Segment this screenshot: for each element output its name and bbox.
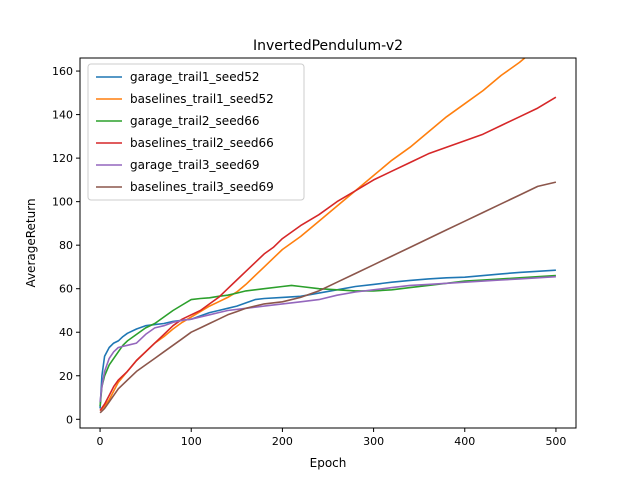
- y-tick-label: 0: [66, 413, 73, 426]
- x-tick-label: 300: [363, 435, 384, 448]
- y-tick-label: 60: [59, 283, 73, 296]
- y-tick-label: 100: [52, 196, 73, 209]
- x-tick-label: 400: [454, 435, 475, 448]
- y-axis: 0 20 40 60 80 100 120 140 160: [52, 65, 80, 426]
- legend-label: garage_trail2_seed66: [130, 114, 259, 128]
- series-line: [99, 181, 557, 414]
- y-tick-label: 140: [52, 109, 73, 122]
- series-layer: [99, 58, 557, 414]
- legend: garage_trail1_seed52 baselines_trail1_see…: [87, 63, 305, 201]
- series-line: [99, 96, 557, 412]
- y-tick-label: 40: [59, 326, 73, 339]
- x-axis: 0 100 200 300 400 500: [97, 428, 566, 448]
- series-line: [99, 274, 556, 407]
- plot-frame: [79, 57, 577, 429]
- series-line: [99, 275, 556, 402]
- x-tick-label: 200: [272, 435, 293, 448]
- legend-label: garage_trail3_seed69: [130, 158, 259, 172]
- x-tick-label: 500: [545, 435, 566, 448]
- chart-title: InvertedPendulum-v2: [253, 38, 403, 54]
- y-tick-label: 120: [52, 152, 73, 165]
- legend-label: baselines_trail1_seed52: [130, 92, 274, 106]
- series-line: [99, 269, 556, 409]
- y-tick-label: 20: [59, 370, 73, 383]
- legend-label: baselines_trail2_seed66: [130, 136, 274, 150]
- x-tick-label: 100: [181, 435, 202, 448]
- legend-box: [87, 63, 305, 201]
- legend-label: garage_trail1_seed52: [130, 70, 259, 84]
- x-axis-label: Epoch: [310, 456, 347, 470]
- x-tick-label: 0: [97, 435, 104, 448]
- y-tick-label: 80: [59, 239, 73, 252]
- y-tick-label: 160: [52, 65, 73, 78]
- y-axis-label: AverageReturn: [24, 198, 38, 287]
- legend-label: baselines_trail3_seed69: [130, 180, 274, 194]
